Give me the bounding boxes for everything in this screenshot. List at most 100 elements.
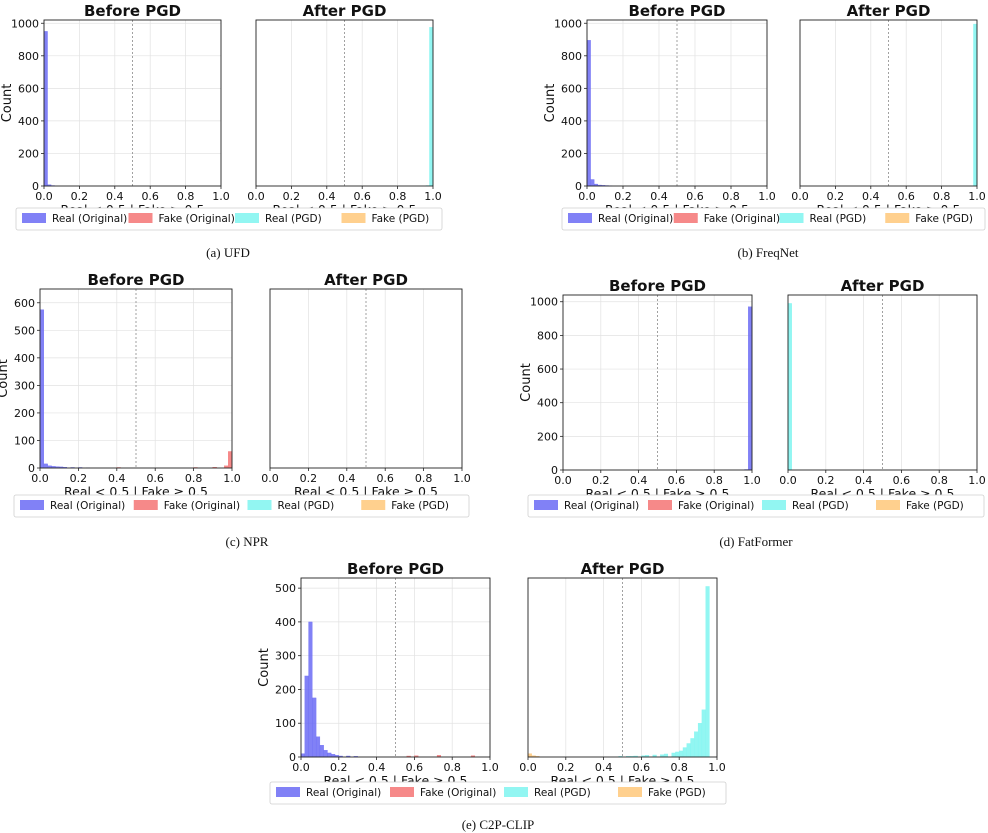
panel-title: Before PGD xyxy=(629,2,726,20)
panel-before: 0.0 0.2 0.4 0.6 0.8 1.0 0 100 200 300 400 500 600 Bef… xyxy=(0,271,241,499)
legend-label: Real (PGD) xyxy=(792,500,849,512)
legend-swatch xyxy=(876,500,900,510)
x-tick-label: 0.8 xyxy=(670,761,688,774)
legend-swatch xyxy=(276,787,300,797)
legend-swatch xyxy=(20,500,44,510)
y-tick-label: 100 xyxy=(275,717,296,730)
x-tick-label: 0.8 xyxy=(933,190,951,203)
x-tick-label: 0.4 xyxy=(368,761,386,774)
legend-label: Fake (Original) xyxy=(164,500,240,512)
panel-title: After PGD xyxy=(303,2,387,20)
y-tick-label: 0 xyxy=(551,464,558,477)
x-tick-label: 1.0 xyxy=(424,190,442,203)
legend-label: Real (Original) xyxy=(598,213,673,225)
x-tick-label: 0.4 xyxy=(106,190,124,203)
histogram-bar xyxy=(686,743,691,758)
y-axis-label: Count xyxy=(0,359,11,398)
x-tick-label: 0.2 xyxy=(592,474,610,487)
histogram-bar xyxy=(327,752,332,758)
x-tick-label: 1.0 xyxy=(708,761,726,774)
y-tick-label: 800 xyxy=(18,50,39,63)
histogram-bar xyxy=(39,309,44,469)
legend-swatch xyxy=(341,213,366,223)
x-tick-label: 0.0 xyxy=(292,761,310,774)
panel-title: After PGD xyxy=(581,560,665,578)
subfigure-5: 0.0 0.2 0.4 0.6 0.8 1.0 0 100 200 300 400 500 Before… xyxy=(257,560,727,832)
legend-box xyxy=(13,494,470,518)
y-tick-label: 400 xyxy=(18,115,39,128)
y-tick-label: 200 xyxy=(561,147,582,160)
histogram-bar xyxy=(315,736,321,758)
subfigure-2: 0.0 0.2 0.4 0.6 0.8 1.0 0 200 400 600 800 1000 Befor… xyxy=(543,2,986,260)
y-axis-label: Count xyxy=(257,648,272,687)
histogram-bar xyxy=(701,709,706,758)
subfigure-caption: (c) NPR xyxy=(226,534,269,549)
y-tick-label: 200 xyxy=(537,430,558,443)
legend-label: Real (Original) xyxy=(50,500,125,512)
y-tick-label: 0 xyxy=(28,462,35,475)
histogram-bar xyxy=(586,40,591,187)
x-tick-label: 0.2 xyxy=(330,761,348,774)
x-tick-label: 1.0 xyxy=(212,190,230,203)
x-tick-label: 0.8 xyxy=(185,472,203,485)
legend-swatch xyxy=(235,213,259,223)
histogram-bar xyxy=(694,731,699,758)
legend-swatch xyxy=(618,787,642,797)
x-tick-label: 0.4 xyxy=(338,472,356,485)
y-tick-label: 1000 xyxy=(530,296,558,309)
axes-frame xyxy=(269,288,463,469)
panel-before: 0.0 0.2 0.4 0.6 0.8 1.0 0 200 400 600 800 1000 Befor… xyxy=(519,277,761,501)
legend-label: Fake (Original) xyxy=(159,213,235,225)
histogram-bar xyxy=(787,303,792,471)
histogram-bar xyxy=(300,753,305,758)
x-tick-label: 0.8 xyxy=(722,190,740,203)
x-tick-label: 1.0 xyxy=(223,472,241,485)
x-tick-label: 0.0 xyxy=(261,472,279,485)
y-axis-label: Count xyxy=(519,363,534,402)
legend-swatch xyxy=(361,500,386,510)
subfigure-1: 0.0 0.2 0.4 0.6 0.8 1.0 0 200 400 600 800 1000 Befor… xyxy=(0,2,443,260)
axes-frame xyxy=(43,19,222,187)
subfigure-caption: (d) FatFormer xyxy=(719,534,793,549)
x-tick-label: 0.2 xyxy=(70,472,88,485)
legend-box xyxy=(269,781,727,805)
legend-swatch xyxy=(762,500,786,510)
x-tick-label: 0.2 xyxy=(817,474,835,487)
histogram-bar xyxy=(527,753,532,758)
subfigure-caption: (b) FreqNet xyxy=(737,245,798,260)
histogram-bar xyxy=(675,751,680,758)
y-tick-label: 800 xyxy=(561,50,582,63)
histogram-bar xyxy=(973,23,978,187)
histogram-bar xyxy=(705,586,710,758)
legend-label: Fake (Original) xyxy=(678,500,754,512)
axes-frame xyxy=(255,19,434,187)
x-tick-label: 0.8 xyxy=(443,761,461,774)
x-tick-label: 1.0 xyxy=(743,474,761,487)
x-tick-label: 0.6 xyxy=(893,474,911,487)
y-tick-label: 400 xyxy=(537,397,558,410)
x-tick-label: 0.4 xyxy=(630,474,648,487)
y-tick-label: 400 xyxy=(561,115,582,128)
x-tick-label: 0.0 xyxy=(35,190,53,203)
legend-swatch xyxy=(390,787,414,797)
panel-title: After PGD xyxy=(847,2,931,20)
y-tick-label: 400 xyxy=(275,616,296,629)
x-tick-label: 0.4 xyxy=(855,474,873,487)
x-tick-label: 0.2 xyxy=(71,190,89,203)
x-tick-label: 1.0 xyxy=(968,190,986,203)
legend-label: Real (PGD) xyxy=(810,213,867,225)
legend-swatch xyxy=(22,213,46,223)
x-tick-label: 0.6 xyxy=(406,761,424,774)
x-tick-label: 1.0 xyxy=(481,761,499,774)
histogram-bar xyxy=(319,745,324,758)
y-tick-label: 200 xyxy=(18,147,39,160)
legend-label: Fake (PGD) xyxy=(915,213,973,225)
y-tick-label: 600 xyxy=(18,82,39,95)
legend: Real (Original) Fake (Original) Real (PGD)… xyxy=(269,781,727,805)
y-tick-label: 800 xyxy=(537,329,558,342)
histogram-bar xyxy=(679,750,684,758)
histogram-bar xyxy=(304,675,309,758)
legend-swatch xyxy=(779,213,804,223)
